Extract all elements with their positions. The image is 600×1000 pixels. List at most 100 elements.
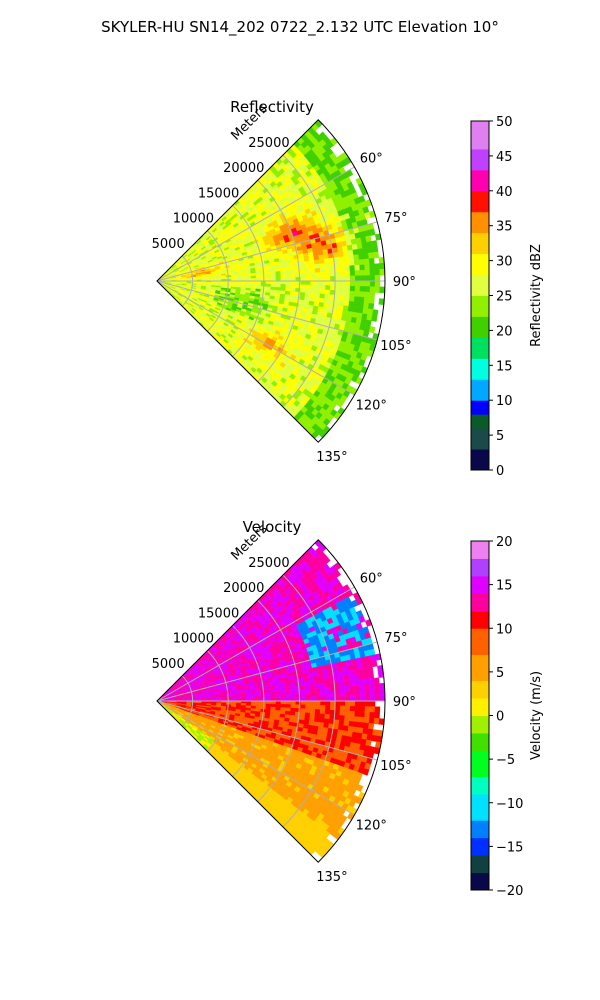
data-cell: [275, 703, 282, 708]
data-cell: [285, 704, 292, 709]
data-cell: [300, 696, 306, 702]
data-cell: [299, 712, 306, 717]
colorbar-segment: [471, 421, 489, 426]
colorbar-segment: [471, 442, 489, 447]
data-cell: [374, 269, 381, 276]
data-cell: [226, 696, 232, 700]
data-cell: [325, 285, 331, 291]
colorbar-segment: [471, 225, 489, 230]
data-cell: [325, 700, 331, 706]
colorbar-segment: [471, 239, 489, 244]
colorbar-segment: [471, 386, 489, 391]
data-cell: [348, 300, 355, 308]
data-cell: [358, 301, 365, 309]
colorbar-segment: [471, 298, 489, 303]
data-cell: [364, 269, 371, 276]
data-cell: [255, 275, 262, 279]
data-cell: [354, 264, 361, 271]
data-cell: [353, 296, 360, 303]
data-cell: [359, 280, 366, 287]
data-cell: [305, 696, 311, 702]
data-cell: [240, 696, 247, 700]
figure-suptitle: SKYLER-HU SN14_202 0722_2.132 UTC Elevat…: [101, 18, 499, 37]
data-cell: [363, 258, 370, 265]
colorbar-segment: [471, 309, 489, 314]
data-cell: [309, 264, 316, 270]
data-cell: [285, 693, 292, 698]
data-cell: [255, 695, 262, 699]
data-cell: [309, 288, 316, 294]
colorbar-segment: [471, 180, 489, 185]
data-cell: [368, 303, 375, 310]
data-cell: [314, 687, 321, 693]
data-cell: [300, 288, 306, 293]
colorbar-segment: [471, 302, 489, 307]
data-cell: [333, 299, 340, 306]
data-cell: [309, 708, 316, 714]
colorbar-segment: [471, 323, 489, 328]
data-cell: [368, 297, 375, 305]
data-cell: [299, 265, 306, 270]
data-cell: [324, 713, 331, 720]
data-cell: [309, 688, 316, 694]
colorbar-segment: [471, 344, 489, 349]
data-cell: [280, 287, 286, 292]
data-cell: [344, 285, 351, 292]
colorbar-segment: [471, 208, 489, 213]
data-cell: [314, 263, 321, 269]
data-cell: [299, 681, 306, 687]
colorbar-segment: [471, 452, 489, 457]
colorbar-tick-label: 40: [496, 185, 513, 200]
colorbar-segment: [471, 407, 489, 412]
data-cell: [290, 697, 297, 702]
data-cell: [265, 283, 272, 288]
data-cell: [344, 290, 351, 297]
data-cell: [290, 700, 297, 705]
data-cell: [290, 707, 296, 713]
radial-tick-label: 5000: [152, 237, 185, 252]
data-cell: [255, 692, 262, 697]
data-cell: [314, 713, 321, 719]
data-cell: [332, 252, 340, 258]
data-cell: [325, 271, 331, 277]
colorbar-segment: [471, 229, 489, 234]
data-cell: [345, 275, 351, 282]
colorbar-segment: [471, 274, 489, 279]
colorbar-segment: [471, 243, 489, 248]
data-cell: [323, 298, 330, 304]
data-cell: [310, 692, 316, 698]
colorbar-segment: [471, 463, 489, 468]
data-cell: [359, 286, 366, 293]
data-cell: [320, 705, 326, 711]
colorbar-segment: [471, 264, 489, 269]
data-cell: [349, 285, 356, 292]
data-cell: [364, 291, 371, 298]
colorbar-tick-label: 25: [496, 290, 513, 305]
data-cell: [315, 696, 321, 702]
data-cell: [334, 266, 341, 272]
data-cell: [324, 262, 331, 269]
reflectivity-panel: Reflectivity 60°75°90°105°120°135°500010…: [152, 98, 544, 479]
data-cell: [343, 255, 350, 262]
data-cell: [314, 293, 321, 299]
data-cell: [339, 295, 346, 301]
data-cell: [270, 274, 277, 279]
data-cell: [335, 280, 341, 287]
data-cell: [250, 275, 257, 279]
data-cell: [240, 276, 247, 280]
colorbar-tick-label: 15: [496, 359, 513, 374]
data-cell: [319, 293, 326, 299]
data-cell: [315, 284, 321, 290]
colorbar-segment: [471, 141, 489, 146]
data-cell: [265, 706, 272, 711]
data-cell: [349, 280, 356, 287]
data-cell: [270, 283, 277, 288]
data-cell: [345, 280, 351, 287]
data-cell: [364, 280, 371, 287]
data-cell: [285, 707, 291, 712]
data-cell: [368, 257, 375, 265]
colorbar-segment: [471, 278, 489, 283]
data-cell: [290, 287, 296, 293]
data-cell: [314, 289, 321, 295]
